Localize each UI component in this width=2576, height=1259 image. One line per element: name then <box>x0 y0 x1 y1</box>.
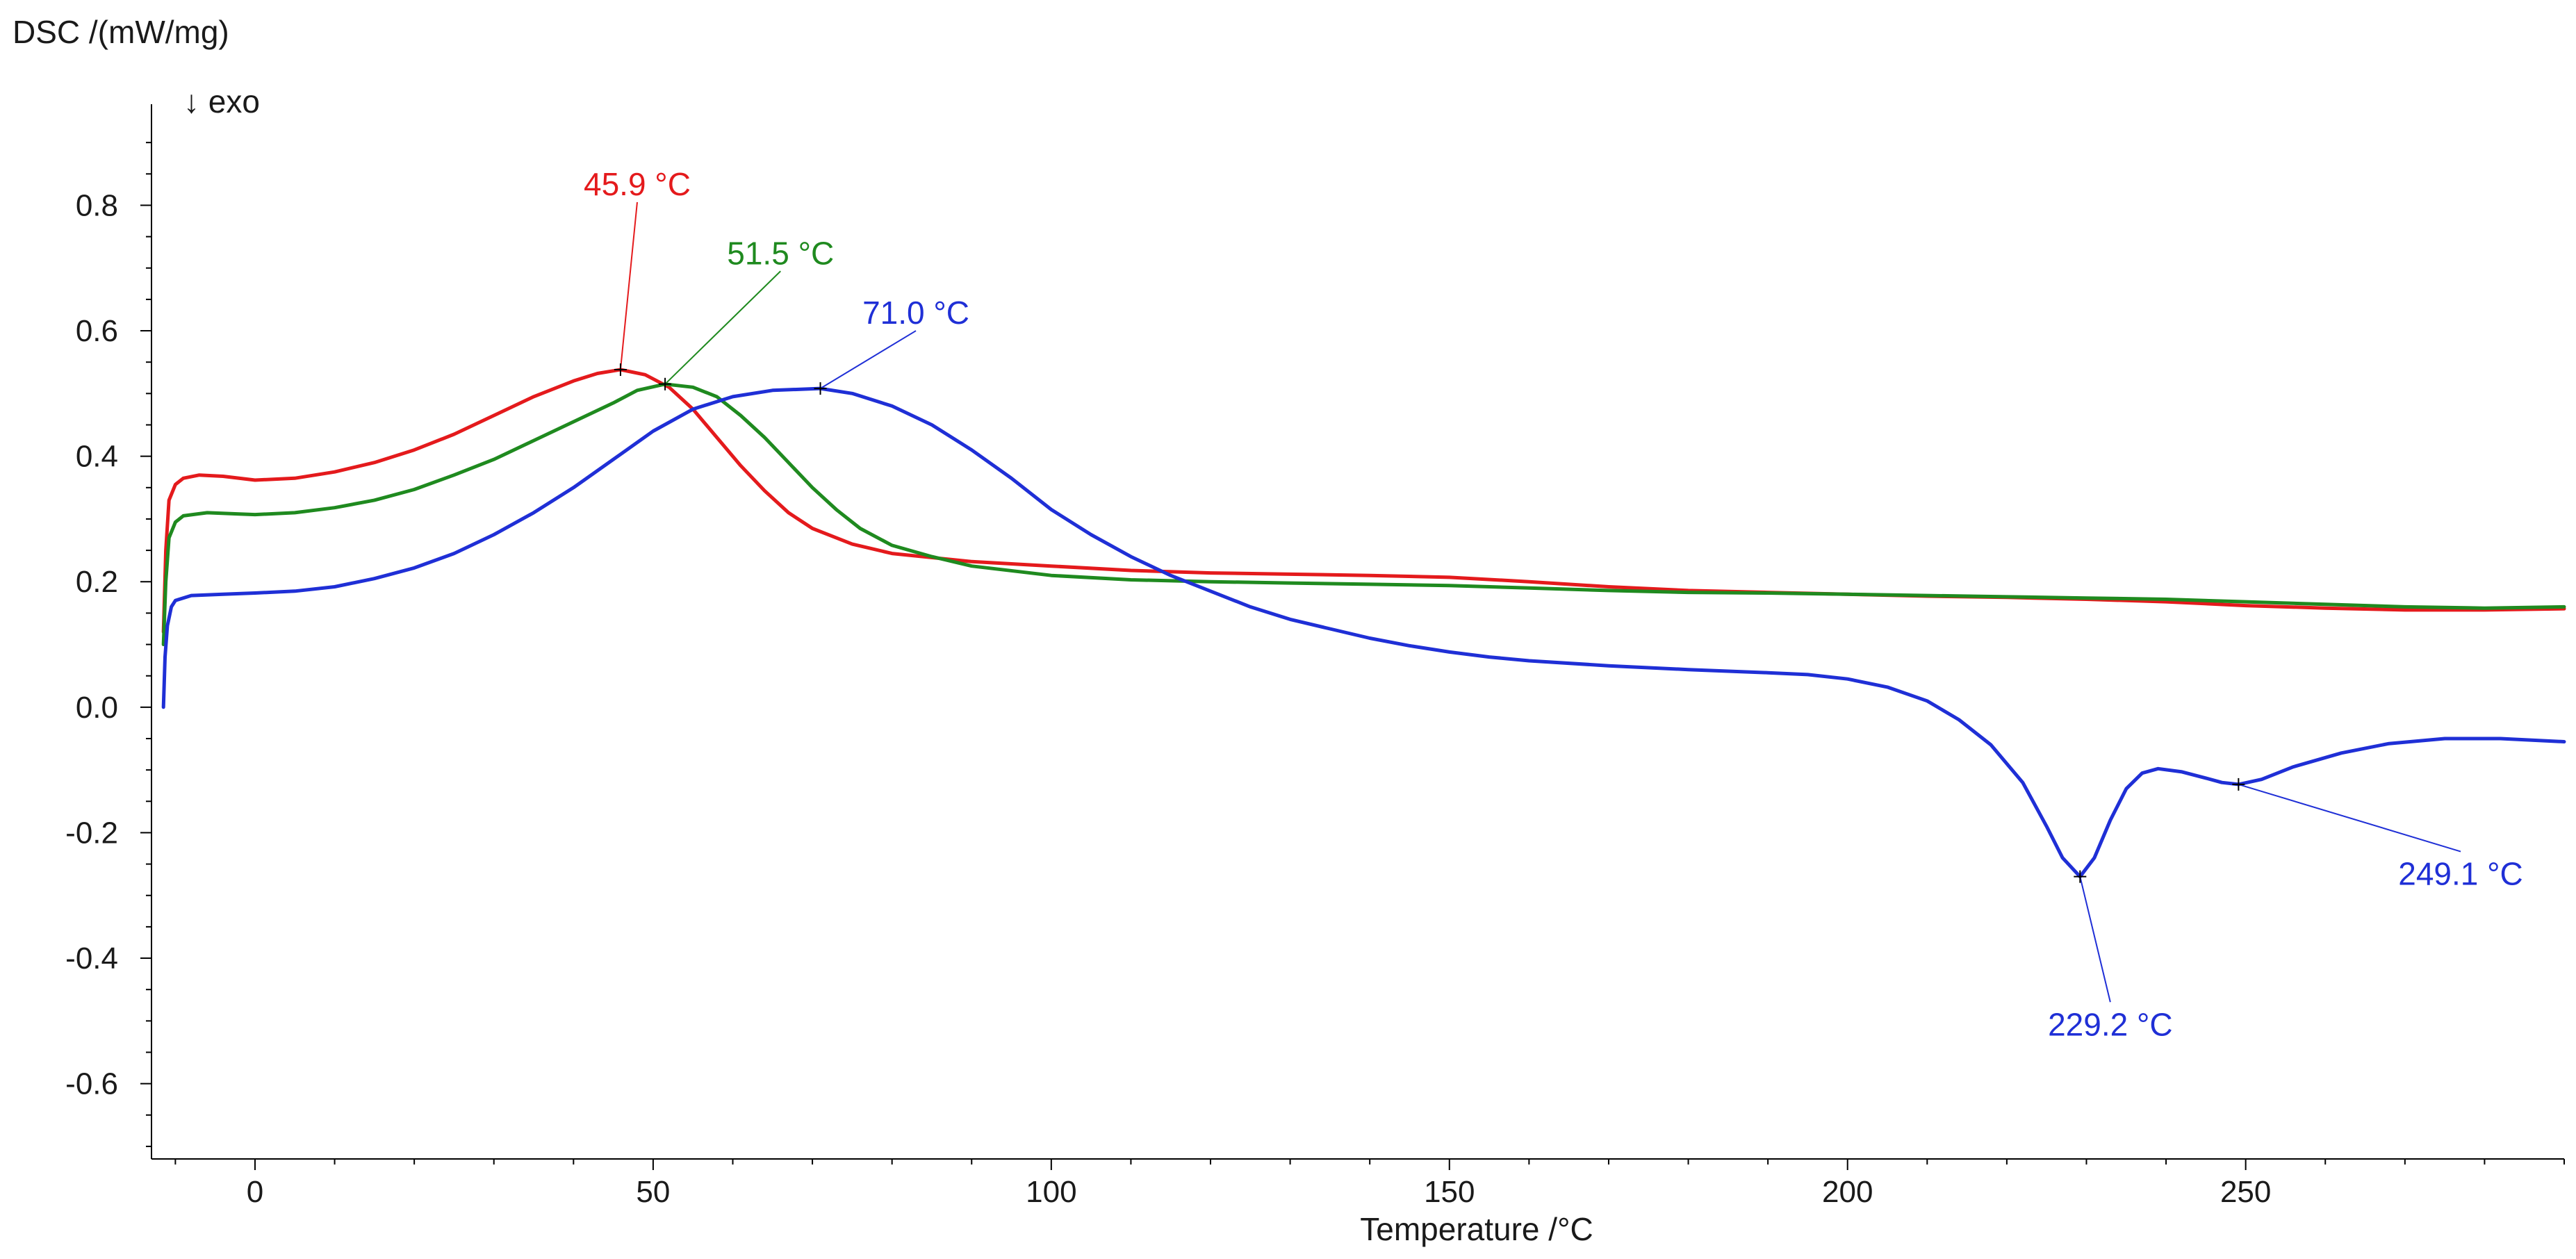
peak-label: 249.1 °C <box>2398 856 2523 892</box>
x-axis-ticks: 0 50 100 150 200 250 <box>174 1159 2565 1209</box>
peak-label: 45.9 °C <box>584 166 691 202</box>
exo-direction-label: ↓ exo <box>183 83 260 120</box>
x-tick-label: 250 <box>2220 1175 2271 1209</box>
y-tick-label: 0.2 <box>76 565 118 599</box>
y-tick-label: 0.0 <box>76 691 118 725</box>
y-axis-title: DSC /(mW/mg) <box>13 14 229 50</box>
x-tick-label: 0 <box>247 1175 263 1209</box>
peak-label: 51.5 °C <box>727 235 834 271</box>
annotation-leader <box>2238 783 2461 853</box>
series-layer <box>161 368 2566 879</box>
series-line-blue <box>161 386 2566 879</box>
series-line-red <box>161 368 2566 634</box>
y-axis-ticks: 0.8 0.6 0.4 0.2 0.0 -0.2 -0.4 -0.6 <box>65 142 151 1147</box>
x-tick-label: 150 <box>1424 1175 1475 1209</box>
y-tick-label: -0.6 <box>65 1067 118 1101</box>
peak-label: 229.2 °C <box>2048 1006 2173 1042</box>
annotation-leader <box>664 270 781 385</box>
peak-annotations: 45.9 °C 51.5 °C 71.0 °C 229.2 °C 249.1 °C <box>584 166 2523 1042</box>
peak-label: 71.0 °C <box>862 295 969 331</box>
y-tick-label: 0.6 <box>76 314 118 348</box>
y-tick-label: -0.2 <box>65 816 118 850</box>
annotation-leader <box>820 330 917 389</box>
y-tick-label: 0.4 <box>76 440 118 474</box>
series-line-green <box>161 382 2566 646</box>
y-tick-label: -0.4 <box>65 941 118 976</box>
plot-frame <box>151 104 2564 1160</box>
annotation-leader <box>619 201 638 370</box>
x-axis-title: Temperature /°C <box>1360 1211 1593 1247</box>
annotation-leader <box>2079 876 2111 1003</box>
x-tick-label: 100 <box>1026 1175 1076 1209</box>
x-tick-label: 200 <box>1822 1175 1873 1209</box>
x-tick-label: 50 <box>636 1175 670 1209</box>
y-tick-label: 0.8 <box>76 188 118 222</box>
